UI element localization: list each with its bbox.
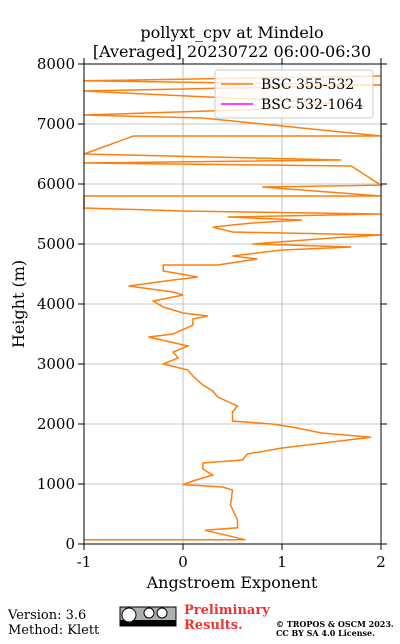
y-tick-label: 1000 (37, 475, 75, 493)
legend-label: BSC 355-532 (261, 77, 354, 93)
y-tick-label: 8000 (37, 55, 75, 73)
legend-label: BSC 532-1064 (261, 97, 363, 113)
data-line (83, 75, 384, 541)
y-tick-label: 5000 (37, 235, 75, 253)
x-tick-label: 1 (277, 553, 287, 571)
plot-frame (83, 63, 382, 545)
y-tick-label: 2000 (37, 415, 75, 433)
chart-subtitle: [Averaged] 20230722 06:00-06:30 (93, 42, 371, 61)
x-tick-label: -1 (77, 553, 92, 571)
x-tick-label: 2 (376, 553, 386, 571)
y-tick-label: 6000 (37, 175, 75, 193)
legend-box (214, 69, 374, 119)
cc-logo (119, 606, 177, 627)
y-tick-label: 3000 (37, 355, 75, 373)
method: Method: Klett (8, 623, 100, 638)
legend: BSC 355-532 BSC 532-1064 (214, 69, 374, 119)
license: © TROPOS & OSCM 2023. (276, 619, 394, 629)
license: CC BY SA 4.0 License. (276, 628, 375, 638)
y-tick-label: 0 (65, 535, 75, 553)
preliminary: Results. (184, 618, 243, 633)
y-axis-label: Height (m) (9, 260, 28, 348)
version: Version: 3.6 (7, 608, 86, 623)
x-tick-label: 0 (178, 553, 188, 571)
y-tick-label: 7000 (37, 115, 75, 133)
y-tick-label: 4000 (37, 295, 75, 313)
preliminary: Preliminary (184, 603, 270, 618)
chart-title: pollyxt_cpv at Mindelo (140, 23, 323, 42)
x-axis-label: Angstroem Exponent (146, 573, 318, 592)
